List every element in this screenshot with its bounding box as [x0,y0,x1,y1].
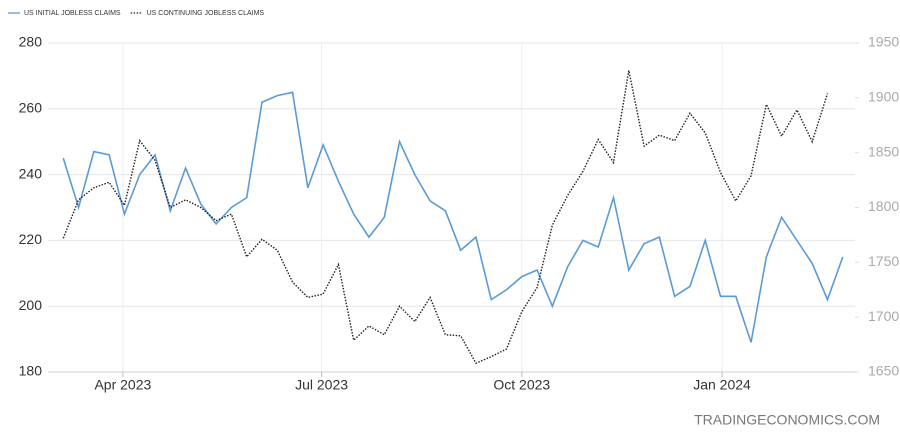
y-tick-label: 220 [19,231,43,247]
x-tick-label: Jan 2024 [693,377,751,393]
y2-tick-label: 1850 [868,143,899,159]
legend-label: US INITIAL JOBLESS CLAIMS [24,10,121,17]
y-tick-label: 200 [19,297,43,313]
y-tick-label: 260 [19,100,43,116]
x-tick-label: Jul 2023 [295,377,348,393]
x-tick-label: Oct 2023 [493,377,550,393]
x-tick-label: Apr 2023 [94,377,151,393]
y2-tick-label: 1950 [868,34,899,50]
y2-tick-label: 1700 [868,308,899,324]
y2-tick-label: 1750 [868,253,899,269]
y2-tick-label: 1800 [868,198,899,214]
legend-label: US CONTINUING JOBLESS CLAIMS [147,10,265,17]
watermark: TRADINGECONOMICS.COM [694,412,880,428]
series-line [62,91,844,343]
y-tick-label: 180 [19,363,43,379]
y2-tick-label: 1900 [868,89,899,105]
series-line [62,70,829,365]
y-tick-label: 240 [19,165,43,181]
y-tick-label: 280 [19,34,43,50]
y2-tick-label: 1650 [868,363,899,379]
